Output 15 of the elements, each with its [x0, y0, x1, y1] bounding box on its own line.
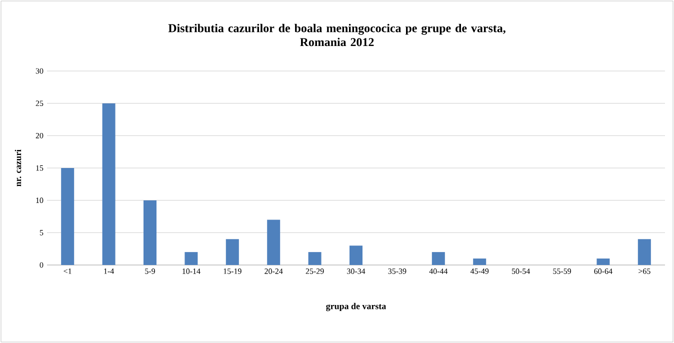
bar [638, 239, 651, 265]
bar [432, 252, 445, 265]
bar [102, 103, 116, 265]
x-axis-title: grupa de varsta [326, 302, 386, 312]
bar [350, 246, 363, 265]
bar [61, 168, 74, 265]
bar [144, 200, 156, 265]
y-axis-title: nr. cazuri [14, 149, 22, 186]
bar [473, 258, 486, 265]
bar [184, 252, 198, 265]
bar [596, 258, 610, 265]
bar [226, 239, 239, 265]
bar [267, 220, 280, 265]
bar [308, 252, 322, 265]
chart-title: Distributia cazurilor de boala meningococica pe grupe de varsta, Romania 2012 [168, 24, 506, 46]
